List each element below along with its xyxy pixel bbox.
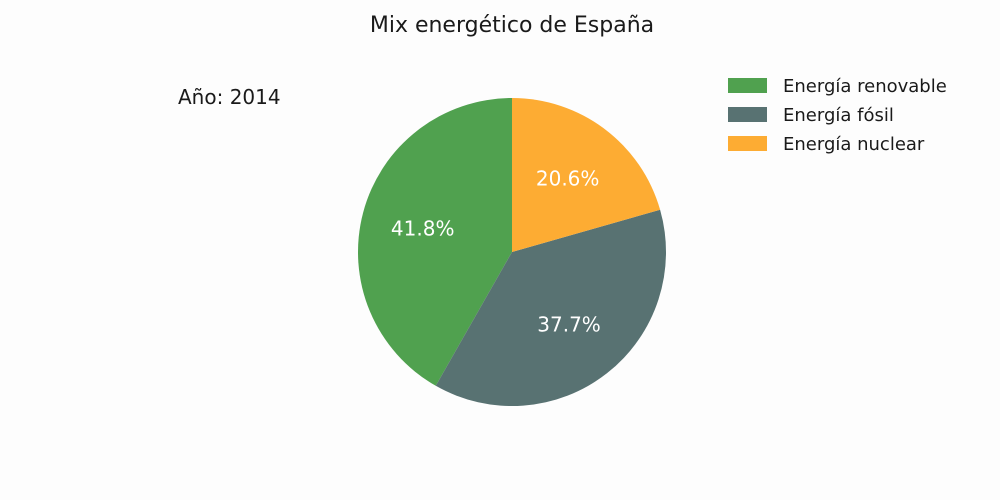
pie-slice-label-energia-nuclear: 20.6% [536,166,600,190]
legend-swatch-energia-renovable [728,78,767,93]
legend-swatch-energia-fosil [728,107,767,122]
legend-swatch-energia-nuclear [728,136,767,151]
year-annotation: Año: 2014 [178,85,281,109]
legend-label-energia-fosil: Energía fósil [783,105,894,126]
legend-label-energia-renovable: Energía renovable [783,76,947,97]
pie-slice-labels: 41.8% 37.7% 20.6% [391,166,601,336]
legend-label-energia-nuclear: Energía nuclear [783,134,925,155]
pie-slice-energia-renovable [357,98,512,386]
pie-slice-energia-fosil [435,209,667,407]
pie-slice-energia-nuclear [512,98,661,252]
chart-title: Mix energético de España [370,13,654,38]
pie-slice-label-energia-fosil: 37.7% [537,313,601,337]
pie-slice-label-energia-renovable: 41.8% [391,216,455,240]
pie-slices [357,98,667,407]
legend: Energía renovable Energía fósil Energía nu… [728,76,947,155]
